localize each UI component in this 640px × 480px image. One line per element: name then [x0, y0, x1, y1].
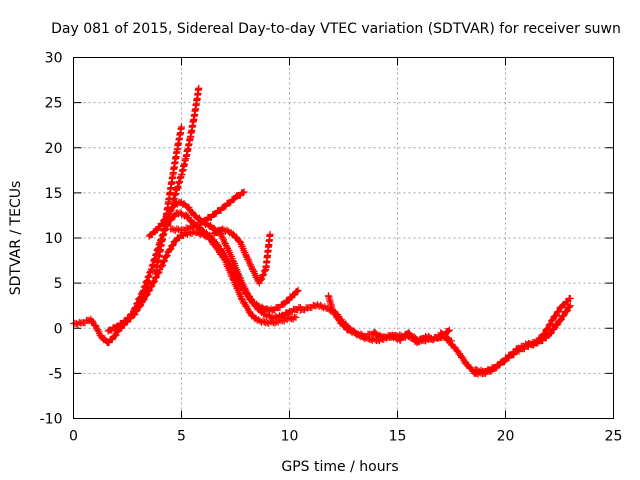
- y-tick-label: 5: [54, 276, 63, 292]
- y-tick-label: 0: [54, 321, 63, 337]
- y-tick-label: 20: [45, 141, 63, 157]
- y-tick-label: 25: [45, 96, 63, 112]
- x-tick-label: 20: [497, 429, 515, 445]
- series-arc-10: [324, 292, 455, 347]
- x-tick-label: 10: [281, 429, 299, 445]
- series-arc-12: [471, 302, 574, 376]
- series-arc-8: [210, 225, 274, 287]
- x-tick-label: 0: [69, 429, 78, 445]
- data-point-markers: [437, 294, 574, 378]
- x-tick-label: 25: [605, 429, 623, 445]
- series-arc-1: [70, 277, 153, 347]
- series-arc-11: [437, 294, 574, 378]
- grid-lines: [73, 57, 614, 419]
- x-axis-label: GPS time / hours: [281, 459, 398, 475]
- series-arc-6: [169, 84, 203, 206]
- y-tick-label: -5: [49, 366, 63, 382]
- series-arc-5: [152, 123, 185, 278]
- y-axis-label: SDTVAR / TECUs: [8, 181, 24, 296]
- y-tick-label: 10: [45, 231, 63, 247]
- y-tick-label: 15: [45, 186, 63, 202]
- axis-ticks: 0 5 10 15 20 25 -10 -5 0 5 10 15 20 25 30: [40, 51, 623, 445]
- data-point-markers: [70, 277, 153, 347]
- x-tick-label: 15: [389, 429, 407, 445]
- y-tick-label: 30: [45, 51, 63, 67]
- data-marks: [70, 84, 574, 378]
- x-tick-label: 5: [177, 429, 186, 445]
- series-arc-7: [167, 188, 248, 234]
- chart-title: Day 081 of 2015, Sidereal Day-to-day VTE…: [51, 21, 621, 37]
- y-tick-label: -10: [40, 412, 63, 428]
